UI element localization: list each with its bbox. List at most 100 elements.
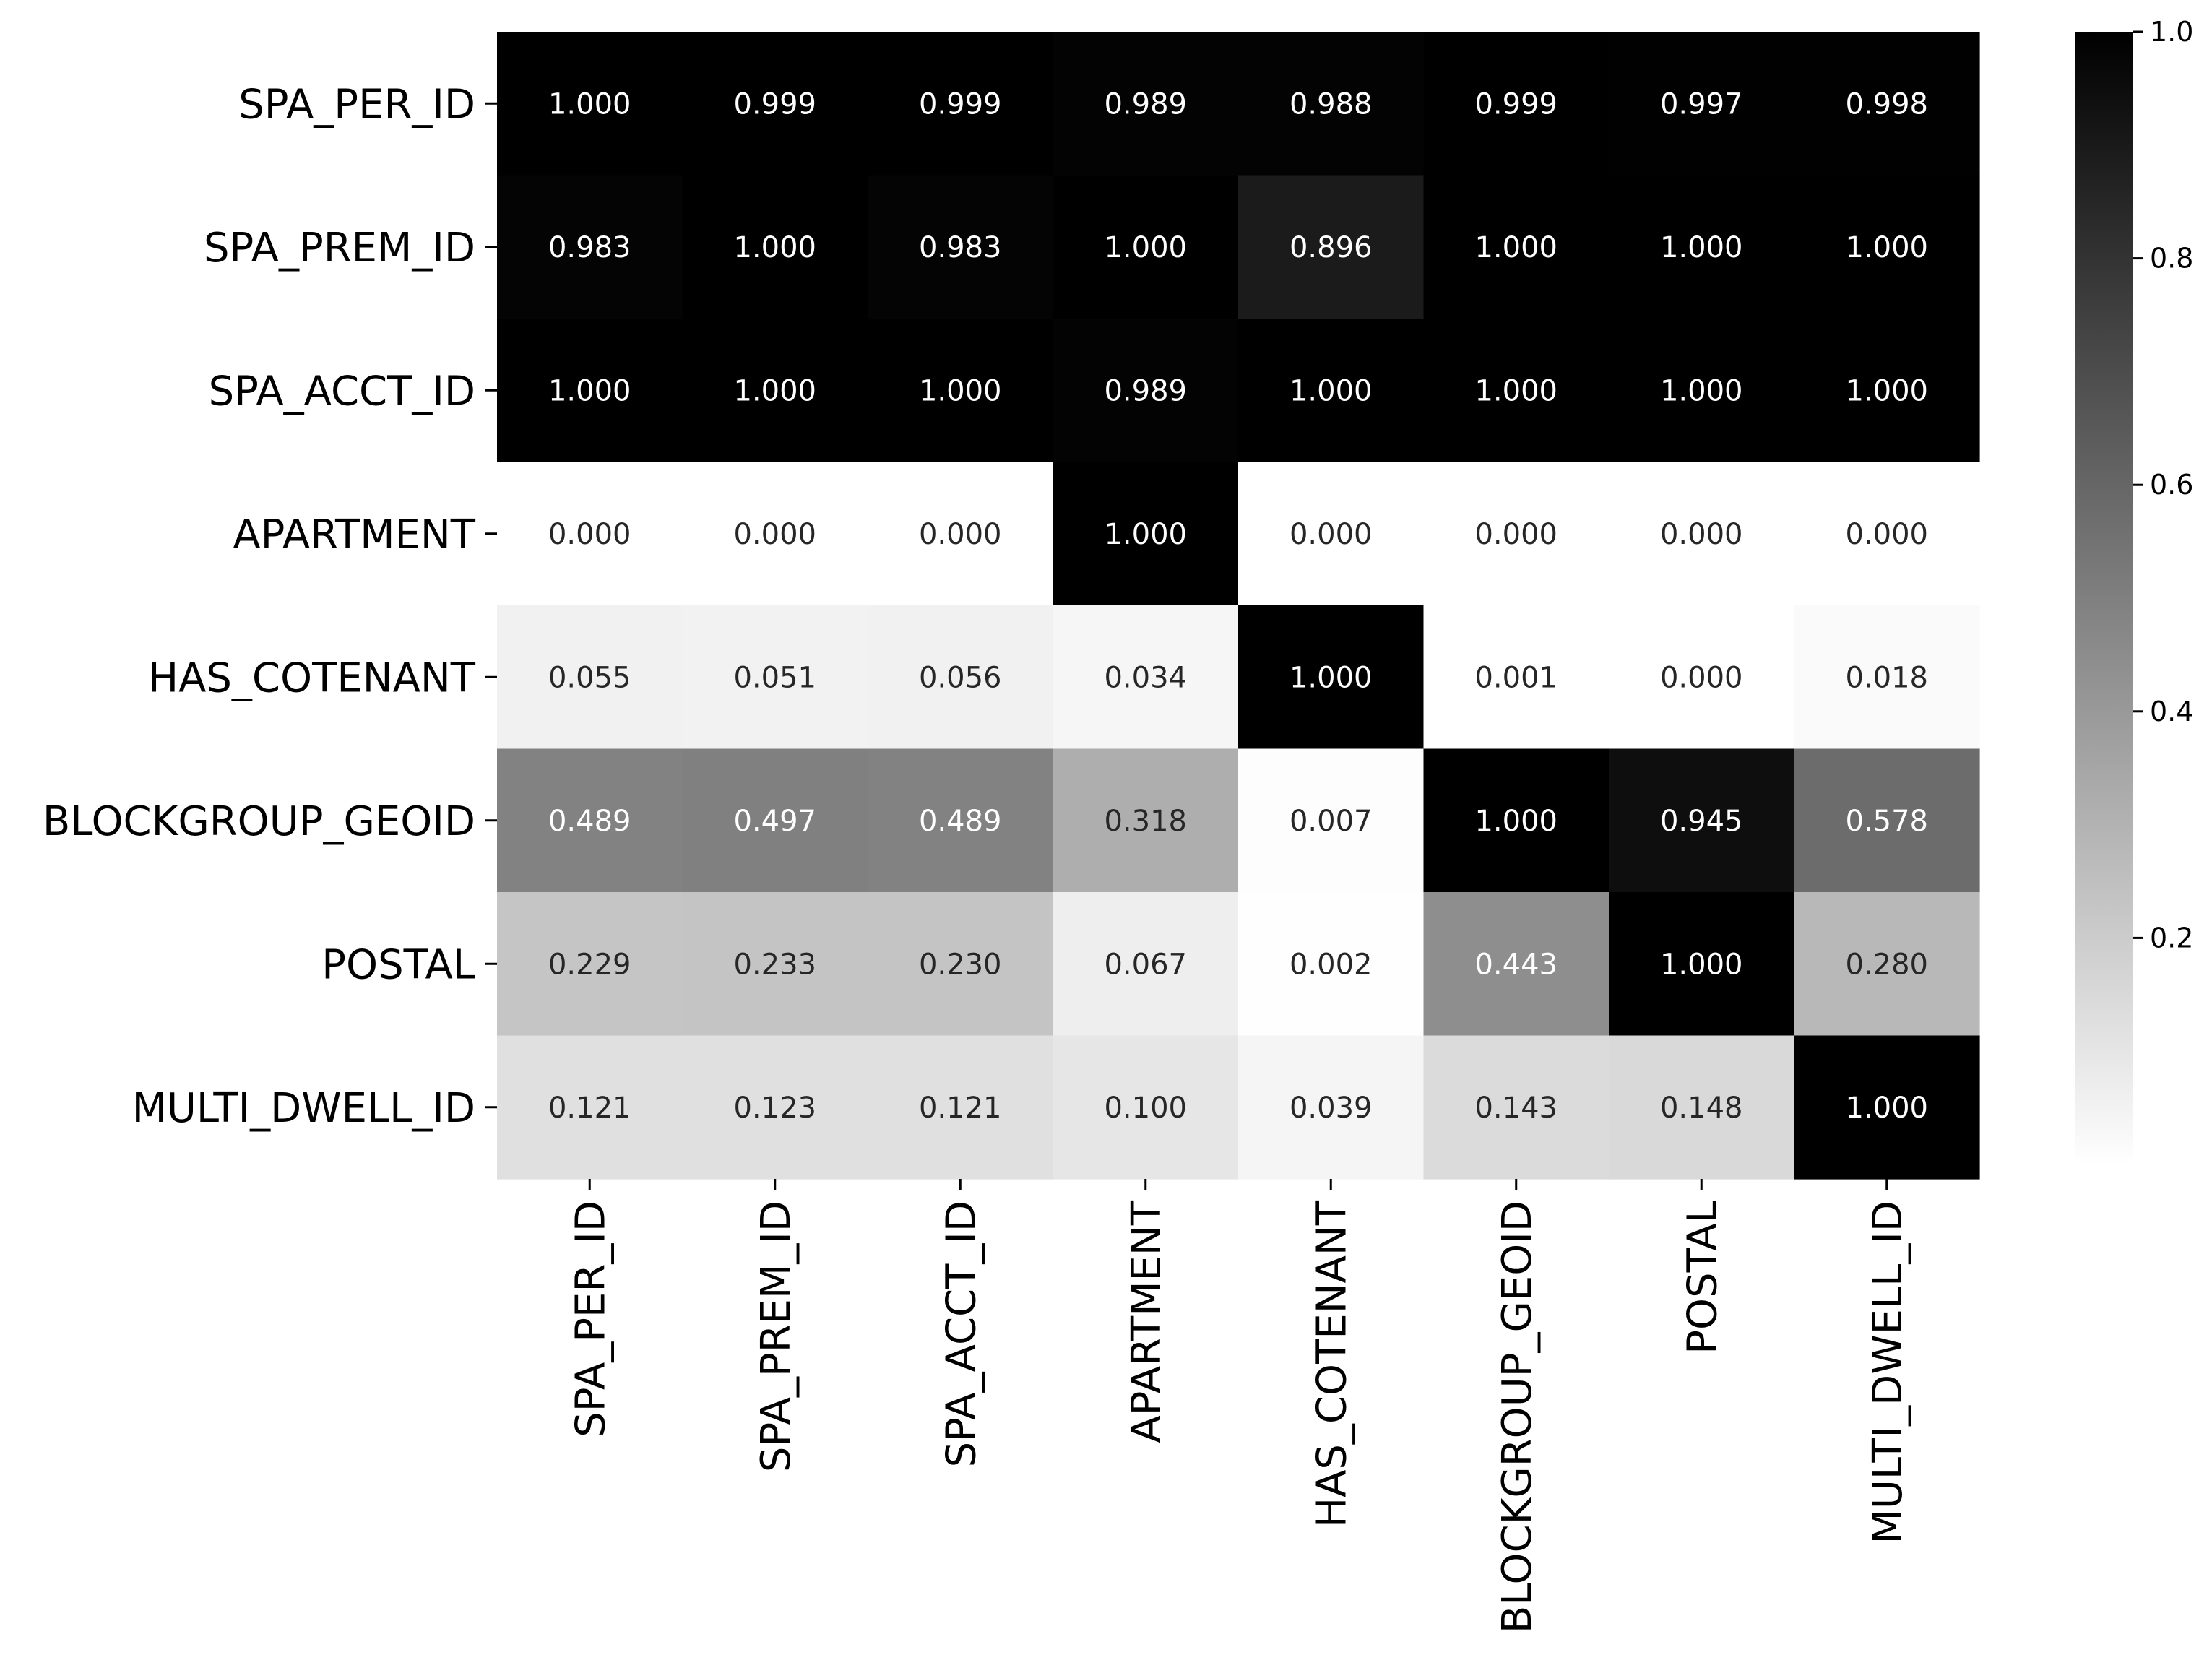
heatmap-cell <box>497 32 683 176</box>
cell-value-label: 1.000 <box>548 87 631 121</box>
cell-value-label: 0.318 <box>1104 805 1187 838</box>
cell-value-label: 1.000 <box>1289 374 1373 407</box>
heatmap-cell <box>497 175 683 319</box>
heatmap-cell <box>682 462 868 606</box>
cell-value-label: 0.578 <box>1845 805 1928 838</box>
heatmap-cell <box>682 319 868 463</box>
heatmap-cell <box>1238 1035 1425 1180</box>
cell-value-label: 0.148 <box>1660 1091 1743 1125</box>
heatmap-cell <box>1609 748 1795 893</box>
cell-value-label: 0.988 <box>1289 87 1373 121</box>
row-label-apartment: APARTMENT <box>233 511 475 558</box>
cell-value-label: 0.230 <box>919 948 1002 981</box>
colorbar-gradient <box>2075 32 2133 1164</box>
heatmap-cell <box>1609 319 1795 463</box>
heatmap-cell <box>1053 892 1239 1037</box>
cell-value-label: 0.143 <box>1474 1091 1558 1125</box>
cell-value-label: 1.000 <box>1845 231 1928 264</box>
heatmap-cell <box>1609 1035 1795 1180</box>
cell-value-label: 0.280 <box>1845 948 1928 981</box>
cell-value-label: 0.998 <box>1845 87 1928 121</box>
column-label-apartment: APARTMENT <box>1123 1200 1170 1443</box>
heatmap-cell <box>497 462 683 606</box>
heatmap-cell <box>1794 462 1980 606</box>
heatmap-cell <box>1053 748 1239 893</box>
cell-value-label: 0.989 <box>1104 374 1187 407</box>
cell-value-label: 1.000 <box>1660 374 1743 407</box>
cell-value-label: 0.489 <box>548 805 631 838</box>
cell-value-label: 0.983 <box>919 231 1002 264</box>
heatmap-cell <box>1423 748 1610 893</box>
cell-value-label: 1.000 <box>1104 518 1187 551</box>
cell-value-label: 0.000 <box>1660 518 1743 551</box>
colorbar-tick-label: 0.2 <box>2150 922 2193 954</box>
heatmap-cell <box>1423 605 1610 750</box>
colorbar-tick-label: 0.4 <box>2150 696 2193 727</box>
column-label-has-cotenant: HAS_COTENANT <box>1308 1200 1355 1528</box>
heatmap-cell <box>1609 462 1795 606</box>
cell-value-label: 0.896 <box>1289 231 1373 264</box>
heatmap-cell <box>1053 462 1239 606</box>
row-label-multi-dwell-id: MULTI_DWELL_ID <box>132 1085 475 1132</box>
heatmap-cell <box>1423 32 1610 176</box>
row-label-spa-prem-id: SPA_PREM_ID <box>204 225 475 272</box>
cell-value-label: 0.999 <box>733 87 816 121</box>
heatmap-cell <box>1423 892 1610 1037</box>
heatmap-cell <box>497 1035 683 1180</box>
heatmap-cell <box>868 462 1054 606</box>
colorbar: 0.2 0.4 0.6 0.8 1.0 <box>2075 16 2193 1164</box>
cell-value-label: 0.055 <box>548 661 631 694</box>
heatmap-cell <box>682 892 868 1037</box>
heatmap-cell <box>682 605 868 750</box>
heatmap-cell <box>1794 892 1980 1037</box>
heatmap-cell <box>1238 319 1425 463</box>
row-label-has-cotenant: HAS_COTENANT <box>148 654 476 701</box>
column-axis: SPA_PER_ID SPA_PREM_ID SPA_ACCT_ID APARTMEN… <box>567 1179 1911 1633</box>
column-label-spa-prem-id: SPA_PREM_ID <box>753 1201 800 1472</box>
heatmap-cell <box>1794 1035 1980 1180</box>
heatmap-cell <box>1423 462 1610 606</box>
cell-value-label: 0.001 <box>1474 661 1558 694</box>
cell-value-label: 0.999 <box>919 87 1002 121</box>
cell-value-label: 0.034 <box>1104 661 1187 694</box>
cell-value-label: 1.000 <box>1660 948 1743 981</box>
heatmap-cell <box>1423 1035 1610 1180</box>
heatmap-cells <box>497 32 1980 1180</box>
heatmap-cell <box>1053 605 1239 750</box>
heatmap-cell <box>1238 32 1425 176</box>
heatmap-cell <box>1609 605 1795 750</box>
heatmap-cell <box>682 175 868 319</box>
cell-value-label: 1.000 <box>1289 661 1373 694</box>
cell-value-label: 0.051 <box>733 661 816 694</box>
cell-value-label: 0.000 <box>1289 518 1373 551</box>
heatmap-cell <box>1794 32 1980 176</box>
cell-value-label: 0.489 <box>919 805 1002 838</box>
cell-value-label: 0.018 <box>1845 661 1928 694</box>
heatmap-cell <box>1609 892 1795 1037</box>
heatmap-cell-labels: 1.000 0.999 0.999 0.989 0.988 0.999 0.997 0.998… <box>548 87 1928 1125</box>
cell-value-label: 0.000 <box>548 518 631 551</box>
cell-value-label: 1.000 <box>548 374 631 407</box>
colorbar-ticks: 0.2 0.4 0.6 0.8 1.0 <box>2133 16 2193 954</box>
cell-value-label: 0.000 <box>919 518 1002 551</box>
cell-value-label: 0.983 <box>548 231 631 264</box>
cell-value-label: 0.229 <box>548 948 631 981</box>
heatmap-cell <box>1238 605 1425 750</box>
cell-value-label: 0.002 <box>1289 948 1373 981</box>
cell-value-label: 0.997 <box>1660 87 1743 121</box>
cell-value-label: 1.000 <box>1474 231 1558 264</box>
cell-value-label: 0.989 <box>1104 87 1187 121</box>
column-label-blockgroup-geoid: BLOCKGROUP_GEOID <box>1494 1201 1541 1633</box>
column-label-multi-dwell-id: MULTI_DWELL_ID <box>1865 1201 1911 1544</box>
heatmap-cell <box>497 892 683 1037</box>
cell-value-label: 0.000 <box>1474 518 1558 551</box>
heatmap-cell <box>1238 175 1425 319</box>
heatmap-cell <box>868 605 1054 750</box>
heatmap-cell <box>497 748 683 893</box>
column-label-spa-acct-id: SPA_ACCT_ID <box>938 1201 985 1467</box>
cell-value-label: 0.999 <box>1474 87 1558 121</box>
cell-value-label: 1.000 <box>733 231 816 264</box>
heatmap-cell <box>1238 462 1425 606</box>
heatmap-cell <box>1238 892 1425 1037</box>
